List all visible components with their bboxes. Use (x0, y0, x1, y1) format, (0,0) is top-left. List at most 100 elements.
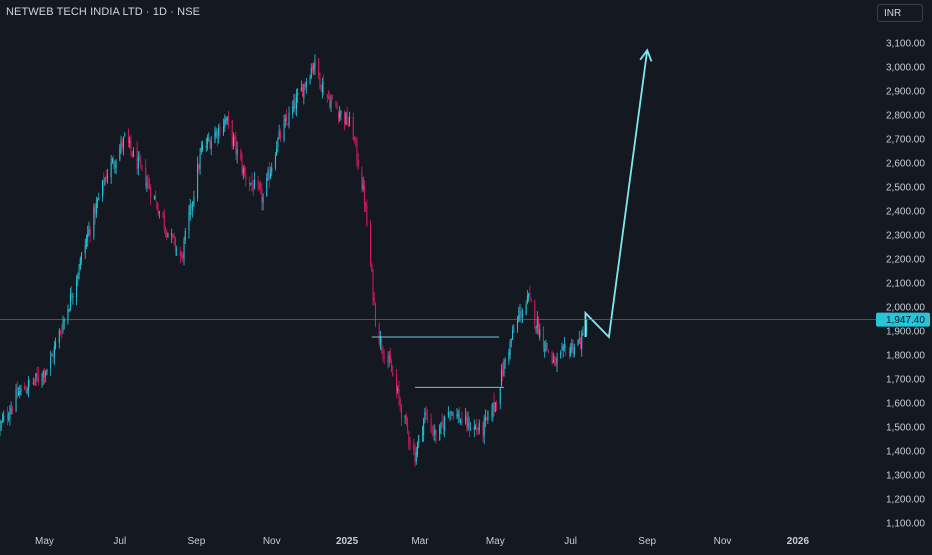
candle-body (223, 126, 225, 134)
candle-body (294, 101, 296, 109)
y-tick-label: 1,500.00 (886, 423, 925, 434)
candle-body (287, 124, 289, 126)
candle-body (89, 229, 91, 235)
candle-body (18, 392, 20, 396)
candle-body (504, 359, 506, 361)
candle-body (173, 235, 175, 238)
candle-body (547, 350, 549, 352)
candle-body (24, 385, 26, 390)
candle-body (370, 224, 372, 264)
y-tick-label: 1,100.00 (886, 519, 925, 530)
candle-body (193, 197, 195, 205)
candle-body (318, 58, 320, 76)
candle-body (240, 149, 242, 160)
candle-body (353, 138, 355, 140)
candle-body (245, 174, 247, 181)
candle-body (60, 331, 62, 333)
candle-body (197, 164, 199, 199)
candle-body (15, 389, 17, 411)
candle-body (156, 201, 158, 209)
candle-body (131, 151, 133, 157)
candle-body (184, 230, 186, 241)
candle-body (176, 249, 178, 251)
candle-body (121, 142, 123, 147)
candle-body (165, 228, 167, 231)
candle-body (586, 319, 588, 333)
candle-body (447, 411, 449, 417)
candle-body (79, 258, 81, 270)
candle-body (105, 176, 107, 180)
x-tick-label: May (486, 536, 505, 547)
candle-body (179, 251, 181, 257)
candle-body (120, 141, 122, 149)
drawing-annotations (371, 48, 653, 388)
candle-body (241, 160, 243, 173)
candle-body (162, 211, 164, 217)
candle-body (104, 178, 106, 185)
candle-body (78, 270, 80, 276)
candle-body (311, 67, 313, 70)
candle-body (487, 410, 489, 420)
candle-body (391, 364, 393, 372)
candle-body (71, 293, 73, 299)
candle-body (137, 157, 139, 169)
candle-body (561, 348, 563, 351)
candle-body (292, 106, 294, 114)
candle-body (528, 294, 530, 298)
candle-body (395, 374, 397, 390)
candle-body (441, 420, 443, 425)
candle-body (361, 170, 363, 191)
candle-body (572, 343, 574, 354)
candle-body (491, 411, 493, 417)
currency-button[interactable]: INR (877, 4, 923, 22)
y-tick-label: 2,800.00 (886, 111, 925, 122)
candle-body (520, 311, 522, 318)
candle-body (210, 140, 212, 149)
candle-body (252, 183, 254, 192)
candle-body (503, 361, 505, 377)
candle-body (35, 373, 37, 381)
x-tick-label: 2026 (787, 536, 810, 547)
x-tick-label: Nov (714, 536, 732, 547)
candle-body (580, 337, 582, 348)
candle-body (508, 352, 510, 361)
candle-body (16, 388, 18, 397)
candle-body (231, 120, 233, 145)
candle-body (382, 347, 384, 355)
candle-body (356, 140, 358, 161)
candle-body (542, 326, 544, 349)
candle-body (413, 444, 415, 450)
candle-body (339, 113, 341, 118)
candle-body (492, 402, 494, 418)
projection-arrow-path (584, 50, 649, 339)
y-tick-label: 2,400.00 (886, 207, 925, 218)
candle-body (167, 233, 169, 238)
candle-body (546, 342, 548, 350)
candle-body (227, 116, 229, 123)
candle-body (388, 355, 390, 360)
candle-body (392, 372, 394, 376)
candle-body (449, 413, 451, 415)
candle-body (207, 138, 209, 145)
candle-body (136, 147, 138, 170)
candle-body (530, 297, 532, 303)
candle-body (582, 333, 584, 336)
candle-body (366, 205, 368, 227)
candle-body (190, 204, 192, 209)
candle-body (581, 333, 583, 350)
candle-body (483, 419, 485, 437)
candle-body (409, 441, 411, 445)
x-tick-label: Sep (187, 536, 205, 547)
candle-body (494, 402, 496, 412)
candle-body (496, 404, 498, 406)
candle-body (277, 137, 279, 148)
x-tick-label: Jul (564, 536, 577, 547)
candle-body (150, 187, 152, 198)
candle-body (199, 154, 201, 170)
candle-body (51, 355, 53, 357)
y-tick-label: 3,100.00 (886, 39, 925, 50)
candle-body (538, 317, 540, 336)
candle-body (20, 388, 22, 393)
